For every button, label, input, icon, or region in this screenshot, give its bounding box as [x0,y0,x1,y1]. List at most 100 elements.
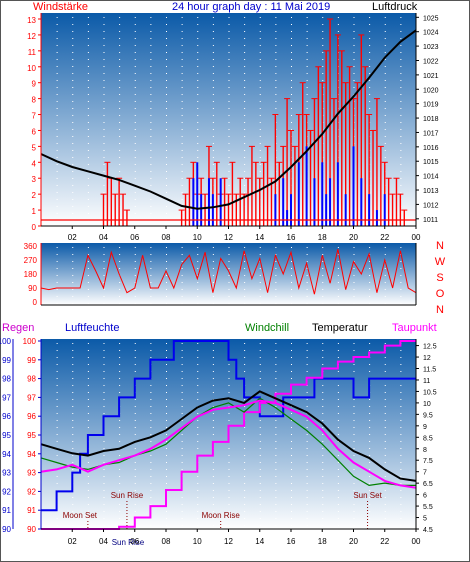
grid-dot [400,164,402,165]
grid-dot [275,296,277,297]
grid-dot [337,504,339,505]
grid-dot [197,17,199,18]
grid-dot [275,38,277,39]
grid-dot [181,254,183,255]
grid-dot [87,371,89,372]
grid-dot [87,143,89,144]
grid-dot [134,38,136,39]
grid-dot [197,296,199,297]
temp-tick-label: 5.5 [423,504,433,511]
grid-dot [244,511,246,512]
grid-dot [181,289,183,290]
grid-dot [72,192,74,193]
pressure-tick-label: 1013 [423,188,439,195]
grid-dot [103,378,105,379]
humidity-tick-label: 93 [27,469,36,478]
grid-dot [353,343,355,344]
grid-dot [134,420,136,421]
grid-dot [384,462,386,463]
grid-dot [150,94,152,95]
grid-dot [181,101,183,102]
grid-dot [244,45,246,46]
grid-dot [103,80,105,81]
grid-dot [134,101,136,102]
grid-dot [384,434,386,435]
grid-dot [384,518,386,519]
grid-dot [259,476,261,477]
grid-dot [275,406,277,407]
grid-dot [228,129,230,130]
grid-dot [228,254,230,255]
grid-dot [119,52,121,53]
grid-dot [212,462,214,463]
grid-dot [181,455,183,456]
grid-dot [72,296,74,297]
grid-dot [322,504,324,505]
grid-dot [244,87,246,88]
grid-dot [119,427,121,428]
grid-dot [56,343,58,344]
grid-dot [134,164,136,165]
pressure-tick-label: 1021 [423,73,439,80]
grid-dot [150,462,152,463]
grid-dot [119,31,121,32]
grid-dot [322,268,324,269]
grid-dot [291,94,292,95]
grid-dot [181,45,183,46]
grid-dot [306,511,308,512]
grid-dot [103,178,105,179]
grid-dot [150,490,152,491]
grid-dot [384,101,386,102]
grid-dot [119,122,121,123]
grid-dot [119,17,121,18]
grid-dot [384,38,386,39]
grid-dot [166,115,167,116]
temp-x-tick-label: 12 [224,537,233,546]
grid-dot [244,434,246,435]
grid-dot [306,406,308,407]
grid-dot [150,171,152,172]
annotation-label: Moon Set [63,511,98,520]
grid-dot [353,38,355,39]
grid-dot [150,392,152,393]
grid-dot [291,371,292,372]
grid-dot [244,143,246,144]
grid-dot [259,504,261,505]
grid-dot [197,45,199,46]
grid-dot [275,350,277,351]
wind-x-tick-label: 04 [99,233,108,242]
grid-dot [244,129,246,130]
grid-dot [103,448,105,449]
grid-dot [166,254,167,255]
grid-dot [56,275,58,276]
grid-dot [181,413,183,414]
grid-dot [228,289,230,290]
grid-dot [134,427,136,428]
grid-dot [197,413,199,414]
grid-dot [259,247,261,248]
grid-dot [103,399,105,400]
grid-dot [119,59,121,60]
grid-dot [150,206,152,207]
grid-dot [87,296,89,297]
grid-dot [72,45,74,46]
grid-dot [103,87,105,88]
grid-dot [384,413,386,414]
grid-dot [228,261,230,262]
grid-dot [103,129,105,130]
grid-dot [56,80,58,81]
grid-dot [181,406,183,407]
pressure-tick-label: 1024 [423,30,439,37]
grid-dot [400,45,402,46]
grid-dot [56,261,58,262]
grid-dot [56,178,58,179]
grid-dot [228,483,230,484]
grid-dot [291,247,292,248]
grid-dot [400,38,402,39]
grid-dot [72,94,74,95]
grid-dot [291,108,292,109]
wind-x-tick-label: 10 [193,233,202,242]
grid-dot [400,143,402,144]
temp-tick-label: 8.5 [423,435,433,442]
grid-dot [166,296,167,297]
